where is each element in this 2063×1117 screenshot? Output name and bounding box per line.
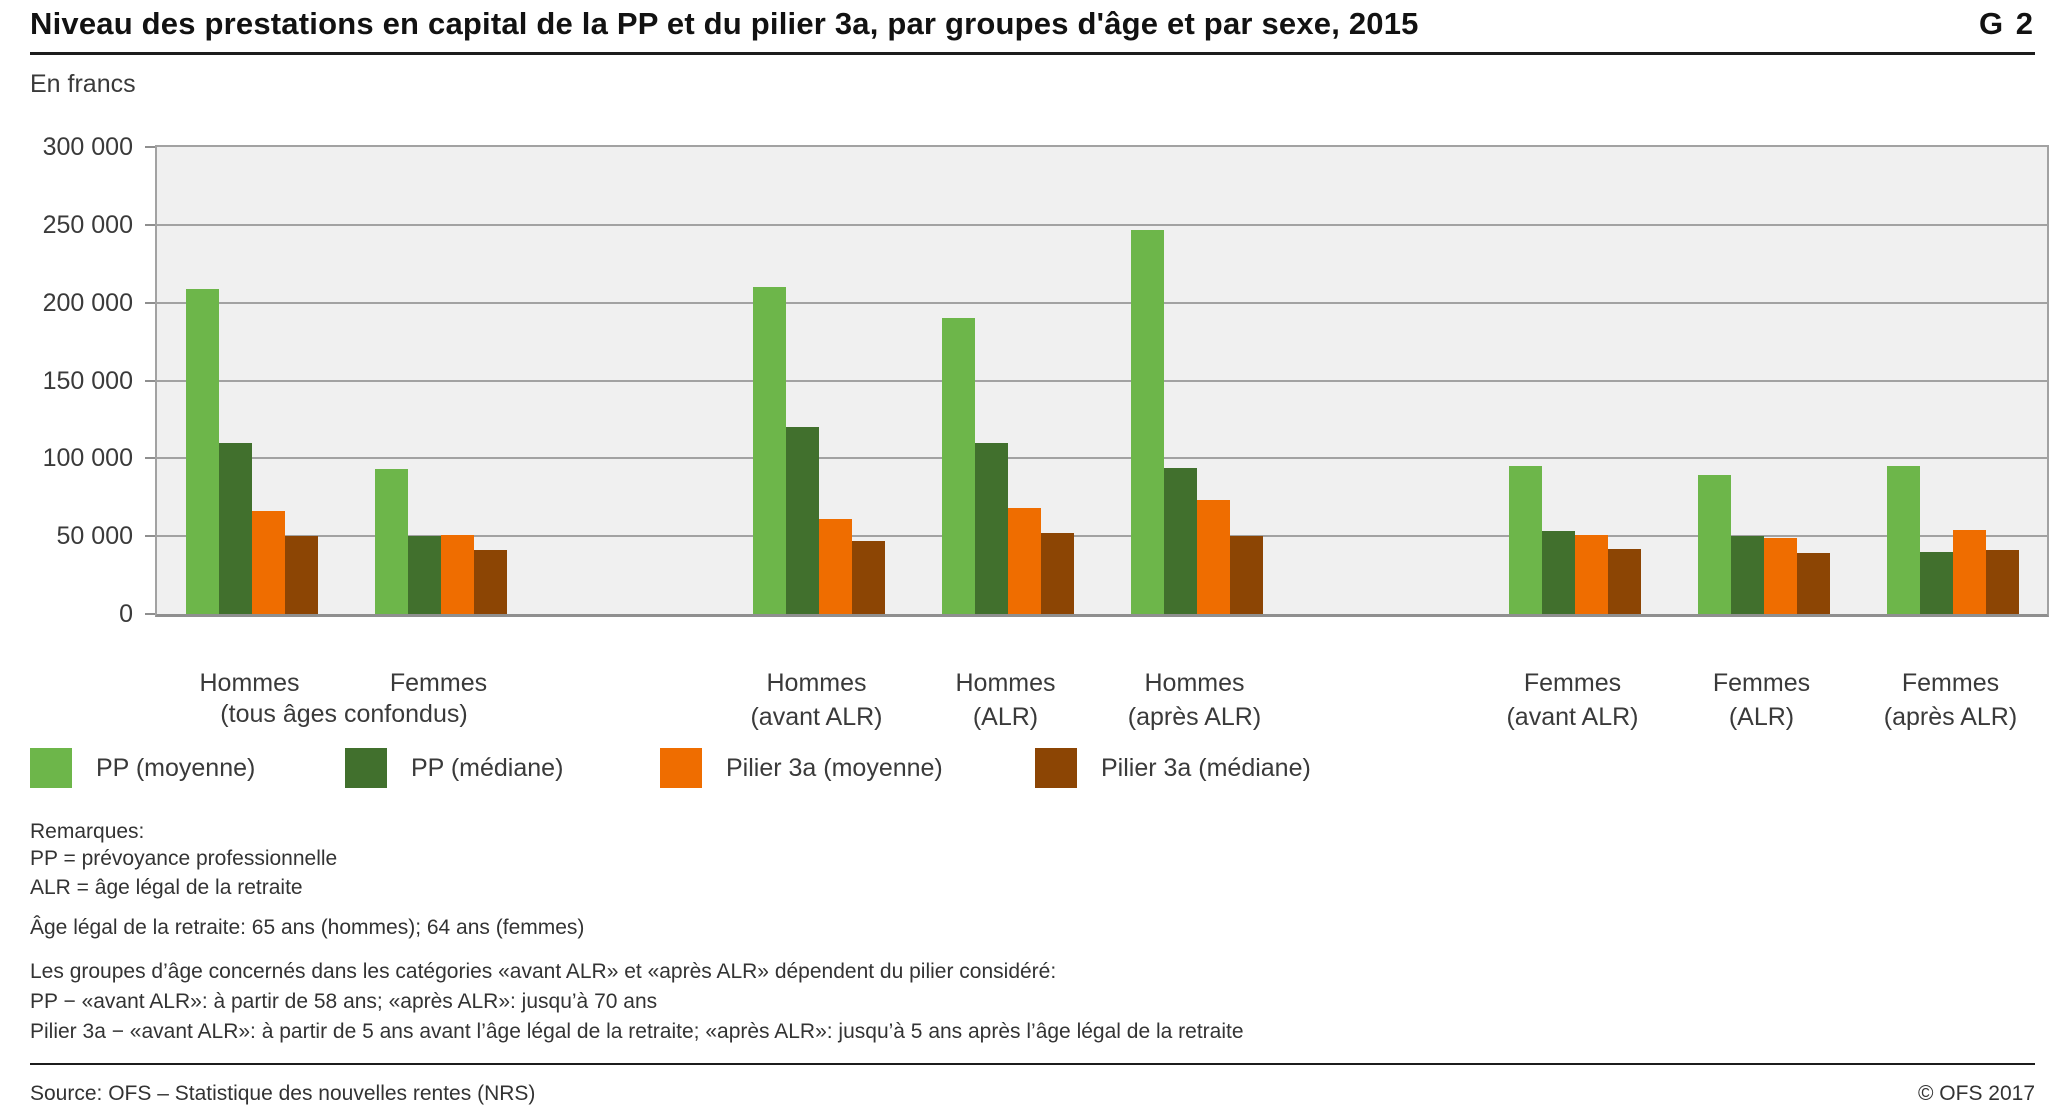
y-axis-tick — [145, 223, 155, 226]
bar-pilier-3a-moyenne — [251, 511, 285, 614]
x-axis-group-label-line2: (après ALR) — [1883, 703, 2018, 731]
y-axis-tick — [145, 457, 155, 460]
bar-pp-moyenne — [374, 469, 408, 614]
x-axis-group-label: Femmes — [314, 666, 563, 700]
note-detail-2: PP − «avant ALR»: à partir de 58 ans; «a… — [30, 990, 658, 1013]
bar-pp-mediane — [218, 443, 252, 614]
y-axis-tick-label: 0 — [119, 600, 133, 628]
x-axis-group-label-line1: Hommes — [199, 669, 300, 697]
note-retirement-age: Âge légal de la retraite: 65 ans (hommes… — [30, 916, 585, 939]
x-axis-shared-sublabel: (tous âges confondus) — [220, 700, 468, 728]
note-pp-definition: PP = prévoyance professionnelle — [30, 847, 338, 870]
bar-pilier-3a-moyenne — [440, 535, 474, 614]
y-axis-tick — [145, 301, 155, 304]
bar-pilier-3a-mediane — [473, 550, 507, 614]
x-axis-group-label: Hommes (après ALR) — [1070, 666, 1319, 734]
legend-swatch — [660, 748, 702, 788]
bar-pilier-3a-moyenne — [818, 519, 852, 614]
bar-pp-moyenne — [1697, 475, 1731, 614]
page-title: Niveau des prestations en capital de la … — [30, 6, 1419, 41]
y-axis-tick-label: 100 000 — [42, 444, 133, 473]
y-axis-unit-label: En francs — [30, 70, 136, 98]
gridline — [157, 535, 2047, 538]
y-axis-tick — [145, 613, 155, 615]
plot-area — [155, 145, 2049, 617]
bar-pp-moyenne — [185, 289, 219, 614]
x-axis-group-label-line2: (après ALR) — [1127, 703, 1262, 731]
x-axis-group-label-line1: Femmes — [1901, 669, 2000, 697]
bar-pp-mediane — [1730, 536, 1764, 614]
bar-pp-moyenne — [941, 318, 975, 614]
x-axis-group-label-line2: (avant ALR) — [1506, 703, 1639, 731]
y-axis-tick — [145, 535, 155, 538]
x-axis-group-label-line1: Hommes — [955, 669, 1056, 697]
bar-pp-mediane — [1541, 531, 1575, 614]
bar-pp-mediane — [407, 536, 441, 614]
note-remarks-title: Remarques: — [30, 820, 145, 843]
y-axis-tick — [145, 379, 155, 382]
bar-pilier-3a-moyenne — [1763, 538, 1797, 614]
x-axis-group-label-line1: Femmes — [389, 669, 488, 697]
x-axis-group-label: Hommes — [125, 666, 374, 700]
header-rule — [30, 52, 2035, 55]
x-axis-group-label-line1: Hommes — [1144, 669, 1245, 697]
y-axis-tick-label: 200 000 — [42, 288, 133, 317]
x-axis-group-label: Femmes (ALR) — [1637, 666, 1886, 734]
x-axis-group-label-line1: Femmes — [1712, 669, 1811, 697]
bar-pp-moyenne — [1886, 466, 1920, 614]
bar-pilier-3a-moyenne — [1952, 530, 1986, 614]
note-detail-1: Les groupes d’âge concernés dans les cat… — [30, 960, 1057, 983]
gridline — [157, 223, 2047, 226]
bar-pp-moyenne — [1508, 466, 1542, 614]
bar-pilier-3a-mediane — [1229, 536, 1263, 614]
legend-label: Pilier 3a (médiane) — [1101, 754, 1311, 782]
gridline — [157, 457, 2047, 460]
y-axis-tick-label: 250 000 — [42, 210, 133, 239]
bar-pilier-3a-mediane — [1796, 553, 1830, 614]
bar-pp-mediane — [1919, 552, 1953, 614]
x-axis-group-label-line2: (ALR) — [972, 703, 1039, 731]
bar-pilier-3a-moyenne — [1196, 500, 1230, 614]
legend-swatch — [345, 748, 387, 788]
bar-pilier-3a-mediane — [284, 536, 318, 614]
legend-label: PP (médiane) — [411, 754, 564, 782]
x-axis-group-label: Femmes (avant ALR) — [1448, 666, 1697, 734]
gridline — [157, 301, 2047, 304]
x-axis-group-label-line1: Femmes — [1523, 669, 1622, 697]
note-detail-3: Pilier 3a − «avant ALR»: à partir de 5 a… — [30, 1020, 1244, 1043]
x-axis-group-label: Femmes (après ALR) — [1826, 666, 2063, 734]
legend-swatch — [30, 748, 72, 788]
bar-pilier-3a-moyenne — [1574, 535, 1608, 614]
graph-id: G 2 — [1979, 6, 2035, 41]
y-axis-tick-label: 150 000 — [42, 366, 133, 395]
x-axis-group-label: Hommes (avant ALR) — [692, 666, 941, 734]
legend-label: PP (moyenne) — [96, 754, 256, 782]
legend-label: Pilier 3a (moyenne) — [726, 754, 943, 782]
bar-pp-mediane — [1163, 468, 1197, 614]
gridline — [157, 379, 2047, 382]
footer-rule — [30, 1063, 2035, 1065]
y-axis-tick-label: 50 000 — [56, 522, 133, 551]
bar-pilier-3a-mediane — [1985, 550, 2019, 614]
y-axis-tick-label: 300 000 — [42, 133, 133, 161]
x-axis-group-label: Hommes (ALR) — [881, 666, 1130, 734]
bar-pilier-3a-mediane — [1040, 533, 1074, 614]
x-axis-group-label-line2: (ALR) — [1728, 703, 1795, 731]
note-alr-definition: ALR = âge légal de la retraite — [30, 876, 303, 899]
x-axis-group-label-line2: (avant ALR) — [750, 703, 883, 731]
bar-pilier-3a-moyenne — [1007, 508, 1041, 614]
bar-pp-mediane — [785, 427, 819, 614]
bar-pp-moyenne — [1130, 230, 1164, 614]
bar-pilier-3a-mediane — [851, 541, 885, 614]
y-axis-tick — [145, 146, 155, 148]
footer-copyright: © OFS 2017 — [1917, 1082, 2035, 1105]
footer-source: Source: OFS – Statistique des nouvelles … — [30, 1082, 536, 1105]
bar-pp-moyenne — [752, 287, 786, 614]
x-axis-group-label-line1: Hommes — [766, 669, 867, 697]
bar-pp-mediane — [974, 443, 1008, 614]
legend-swatch — [1035, 748, 1077, 788]
bar-pilier-3a-mediane — [1607, 549, 1641, 614]
